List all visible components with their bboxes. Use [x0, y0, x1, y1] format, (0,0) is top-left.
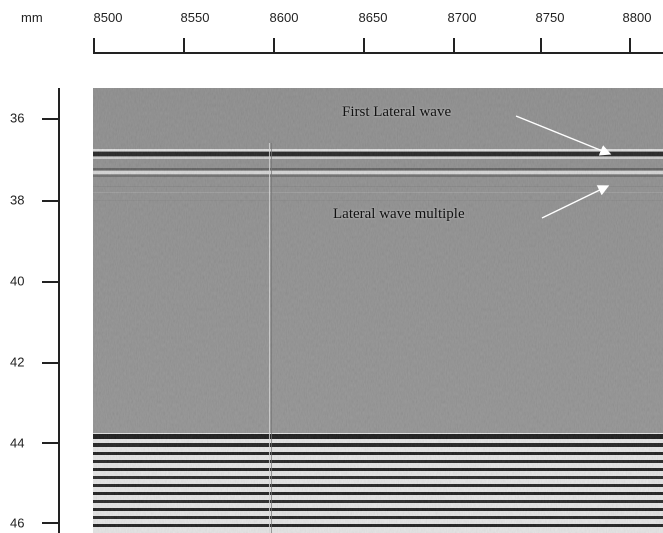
scan-svg — [93, 88, 663, 533]
x-tick-mark — [540, 38, 542, 53]
y-tick-mark — [42, 118, 59, 120]
y-tick-mark — [42, 362, 59, 364]
y-tick-label: 42 — [10, 354, 25, 370]
x-tick-mark — [183, 38, 185, 53]
first-lateral-wave-label: First Lateral wave — [342, 104, 452, 120]
y-axis-line — [58, 88, 60, 533]
axis-unit-label: mm — [21, 10, 43, 25]
x-tick-mark — [363, 38, 365, 53]
y-tick-label: 36 — [10, 110, 25, 126]
y-tick-label: 38 — [10, 192, 25, 208]
scan-noise-texture — [93, 88, 663, 533]
x-tick-label: 8600 — [269, 10, 299, 25]
ultrasound-scan-image — [93, 88, 663, 533]
x-tick-mark — [93, 38, 95, 53]
y-tick-label: 40 — [10, 273, 25, 289]
y-tick-mark — [42, 200, 59, 202]
x-axis-line — [93, 52, 663, 54]
y-tick-label: 44 — [10, 435, 25, 451]
x-tick-label: 8500 — [93, 10, 123, 25]
y-tick-mark — [42, 442, 59, 444]
y-tick-mark — [42, 522, 59, 524]
y-tick-mark — [42, 281, 59, 283]
x-tick-label: 8550 — [180, 10, 210, 25]
x-tick-mark — [453, 38, 455, 53]
x-tick-label: 8650 — [358, 10, 388, 25]
y-tick-label: 46 — [10, 515, 25, 531]
x-tick-label: 8700 — [447, 10, 477, 25]
lateral-wave-multiple-label: Lateral wave multiple — [333, 206, 465, 222]
x-tick-mark — [629, 38, 631, 53]
x-tick-mark — [273, 38, 275, 53]
x-tick-label: 8750 — [535, 10, 565, 25]
x-tick-label: 8800 — [622, 10, 652, 25]
